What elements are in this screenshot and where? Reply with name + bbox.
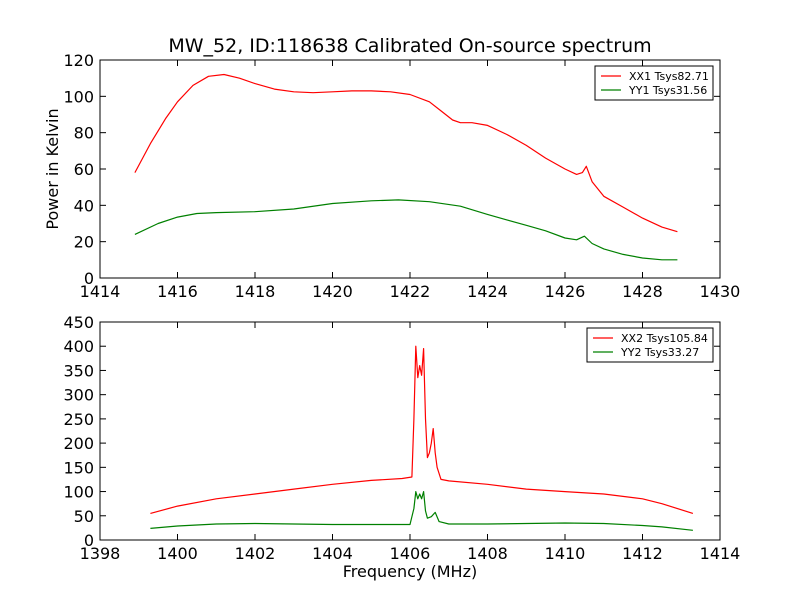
legend-label: XX1 Tsys82.71	[629, 70, 709, 83]
y-tick-label: 60	[74, 160, 94, 179]
x-tick-label: 1418	[235, 282, 276, 301]
y-tick-label: 100	[63, 87, 94, 106]
y-tick-label: 100	[63, 483, 94, 502]
y-tick-label: 120	[63, 51, 94, 70]
y-axis-label: Power in Kelvin	[43, 108, 62, 229]
x-tick-label: 1414	[700, 544, 741, 563]
y-tick-label: 450	[63, 313, 94, 332]
series-line-2-2	[150, 491, 693, 531]
y-tick-label: 0	[84, 531, 94, 550]
y-tick-label: 80	[74, 124, 94, 143]
y-tick-label: 400	[63, 337, 94, 356]
x-tick-label: 1428	[622, 282, 663, 301]
x-tick-label: 1430	[700, 282, 741, 301]
x-tick-label: 1404	[312, 544, 353, 563]
x-tick-label: 1424	[467, 282, 508, 301]
x-tick-label: 1416	[157, 282, 198, 301]
x-tick-label: 1420	[312, 282, 353, 301]
chart-panel-2: 1398 1400 1402 1404 1406 1408 1410 1412 1414 0 50 1…	[63, 313, 740, 581]
chart-title: MW_52, ID:118638 Calibrated On-source sp…	[168, 35, 651, 57]
y-tick-label: 150	[63, 458, 94, 477]
x-tick-label: 1400	[157, 544, 198, 563]
x-tick-label: 1402	[235, 544, 276, 563]
x-axis-label: Frequency (MHz)	[343, 562, 477, 581]
legend-box	[586, 327, 714, 363]
y-tick-label: 200	[63, 434, 94, 453]
legend-label: YY1 Tsys31.56	[628, 84, 707, 97]
series-line-1-2	[134, 199, 678, 261]
legend-label: YY2 Tsys33.27	[620, 346, 699, 359]
y-tick-label: 350	[63, 361, 94, 380]
y-tick-label: 20	[74, 233, 94, 252]
y-tick-label: 250	[63, 410, 94, 429]
legend-box	[594, 65, 714, 101]
x-tick-label: 1422	[390, 282, 431, 301]
x-tick-label: 1408	[467, 544, 508, 563]
x-tick-label: 1412	[622, 544, 663, 563]
x-tick-label: 1406	[390, 544, 431, 563]
legend-label: XX2 Tsys105.84	[621, 332, 708, 345]
x-tick-label: 1426	[545, 282, 586, 301]
y-tick-label: 50	[74, 507, 94, 526]
chart-panel-1: 1414 1416 1418 1420 1422 1424 1426 1428 1430 0 20 4…	[43, 35, 740, 301]
y-tick-label: 300	[63, 386, 94, 405]
y-tick-label: 0	[84, 269, 94, 288]
y-tick-label: 40	[74, 196, 94, 215]
series-line-1-1	[134, 73, 678, 233]
x-tick-label: 1398	[80, 544, 121, 563]
x-tick-label: 1414	[80, 282, 121, 301]
series-line-2-1	[150, 345, 694, 514]
x-tick-label: 1410	[545, 544, 586, 563]
